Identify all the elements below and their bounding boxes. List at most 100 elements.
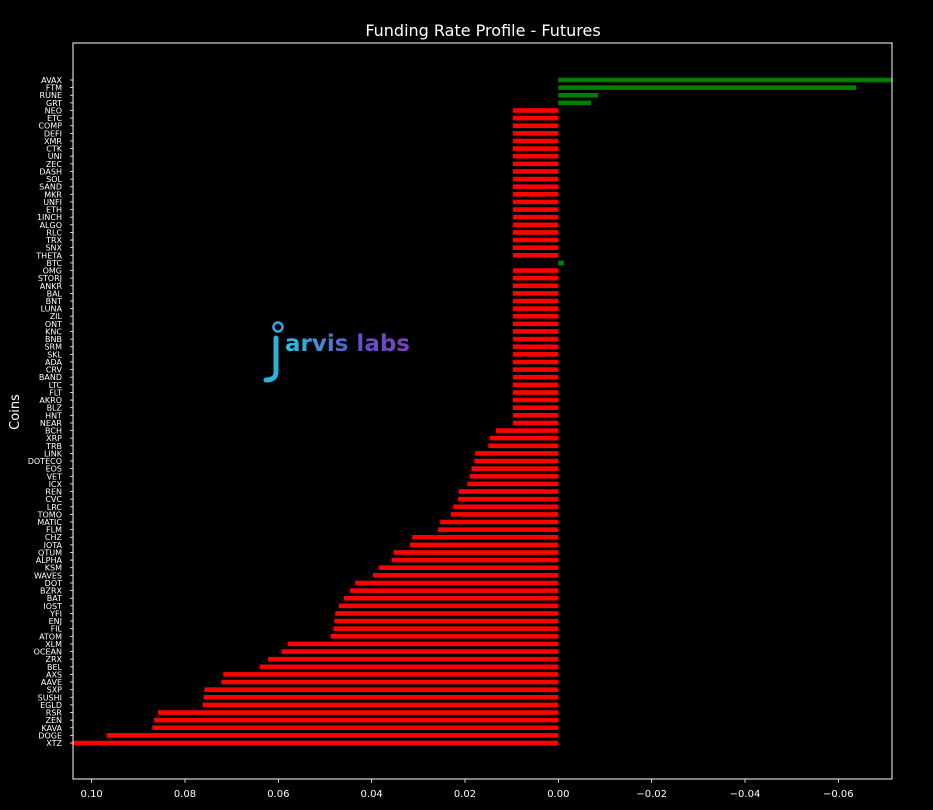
y-label-crv: CRV (46, 366, 63, 375)
bar-avax (558, 77, 892, 83)
y-label-egld: EGLD (40, 701, 62, 710)
bar-defi (513, 131, 559, 136)
bar-ksm (378, 565, 559, 571)
bar-bch (495, 428, 559, 433)
y-label-eth: ETH (46, 206, 62, 215)
y-axis-label: Coins (8, 394, 23, 430)
bar-dot (355, 580, 559, 586)
bar-ont (513, 321, 559, 327)
bar-aave (221, 679, 559, 685)
bar-rsr (157, 710, 559, 715)
y-label-storj: STORJ (38, 274, 62, 283)
y-label-vet: VET (47, 472, 63, 481)
y-label-omg: OMG (43, 267, 62, 276)
y-label-etc: ETC (47, 114, 62, 123)
y-label-sol: SOL (46, 175, 62, 184)
overlay-bar-bnb (534, 336, 559, 342)
y-label-btc: BTC (47, 259, 63, 268)
bar-sxp (204, 687, 559, 692)
bar-trx (513, 237, 559, 243)
bar-ankr (513, 283, 559, 289)
y-label-dash: DASH (39, 167, 62, 176)
bar-zrx (268, 656, 559, 662)
y-label-fil: FIL (51, 625, 63, 634)
y-label-sxp: SXP (47, 686, 63, 695)
x-tick-label: 0.08 (174, 789, 196, 800)
bar-knc (513, 329, 559, 334)
y-label-sushi: SUSHI (38, 693, 62, 702)
y-label-knc: KNC (45, 327, 62, 336)
bar-snx (513, 245, 559, 250)
bar-vet (469, 473, 559, 479)
bar-rune (558, 92, 598, 98)
bar-qtum (393, 550, 559, 555)
bar-ctk (513, 146, 559, 151)
bar-akro (513, 397, 559, 403)
y-label-xlm: XLM (45, 640, 62, 649)
bar-ftm (558, 85, 857, 90)
y-label-bch: BCH (45, 427, 62, 436)
y-label-trb: TRB (45, 442, 62, 451)
y-label-bat: BAT (47, 594, 62, 603)
y-label-sand: SAND (39, 183, 62, 192)
y-label-xrp: XRP (46, 434, 62, 443)
bar-lrc (453, 504, 559, 510)
y-tick-labels: AVAXFTMRUNEGRTNEOETCCOMPDEFIXMRCTKUNIZEC… (28, 76, 73, 748)
y-label-rune: RUNE (40, 91, 62, 100)
bar-atom (330, 634, 559, 639)
y-label-waves: WAVES (34, 571, 62, 580)
bar-uni (513, 153, 559, 159)
bar-near (513, 420, 559, 426)
y-label-rsr: RSR (46, 709, 63, 718)
bar-zen (154, 717, 559, 723)
bar-eth (513, 207, 559, 212)
y-label-zen: ZEN (45, 716, 62, 725)
bar-iota (409, 542, 559, 548)
y-label-blz: BLZ (47, 404, 63, 413)
bar-trb (488, 443, 559, 449)
y-label-cvc: CVC (45, 495, 62, 504)
bar-kava (152, 725, 559, 731)
x-tick-label: 0.00 (547, 789, 569, 800)
y-label-bel: BEL (47, 663, 63, 672)
y-label-zil: ZIL (50, 312, 63, 321)
bar-flt (513, 390, 559, 395)
bar-algo (513, 222, 559, 228)
y-label-lrc: LRC (47, 503, 63, 512)
y-label-luna: LUNA (41, 305, 63, 314)
bar-enj (334, 618, 559, 624)
y-label-ctk: CTK (46, 145, 62, 154)
y-label-theta: THETA (35, 251, 62, 260)
bar-rlc (513, 230, 559, 235)
bar-zil (513, 313, 559, 319)
bar-ren (458, 489, 559, 494)
bar-chz (412, 534, 559, 540)
y-label-doteco: DOTECO (28, 457, 62, 466)
bar-bel (259, 664, 559, 670)
y-label-neo: NEO (45, 106, 62, 115)
bar-bat (343, 595, 559, 601)
plot-frame (72, 42, 893, 780)
x-tick-label: −0.04 (730, 789, 761, 800)
bar-zec (513, 161, 559, 167)
y-label-bnb: BNB (45, 335, 62, 344)
bar-waves (373, 573, 559, 578)
y-label-ftm: FTM (46, 84, 62, 93)
bar-theta (513, 252, 559, 258)
y-label-iost: IOST (43, 602, 62, 611)
bar-flm (437, 527, 559, 532)
bar-egld (202, 702, 559, 708)
y-label-bzrx: BZRX (40, 587, 63, 596)
bar-comp (513, 123, 559, 129)
bar-bzrx (349, 588, 559, 593)
jarvis-labs-watermark: arvis labs (263, 321, 410, 383)
y-label-ksm: KSM (45, 564, 62, 573)
bar-bal (513, 291, 559, 296)
y-label-unfi: UNFI (43, 198, 62, 207)
bar-skl (513, 352, 559, 357)
bar-sol (513, 176, 559, 182)
y-label-aave: AAVE (41, 678, 62, 687)
bar-icx (467, 481, 559, 487)
bar-cvc (458, 496, 559, 502)
